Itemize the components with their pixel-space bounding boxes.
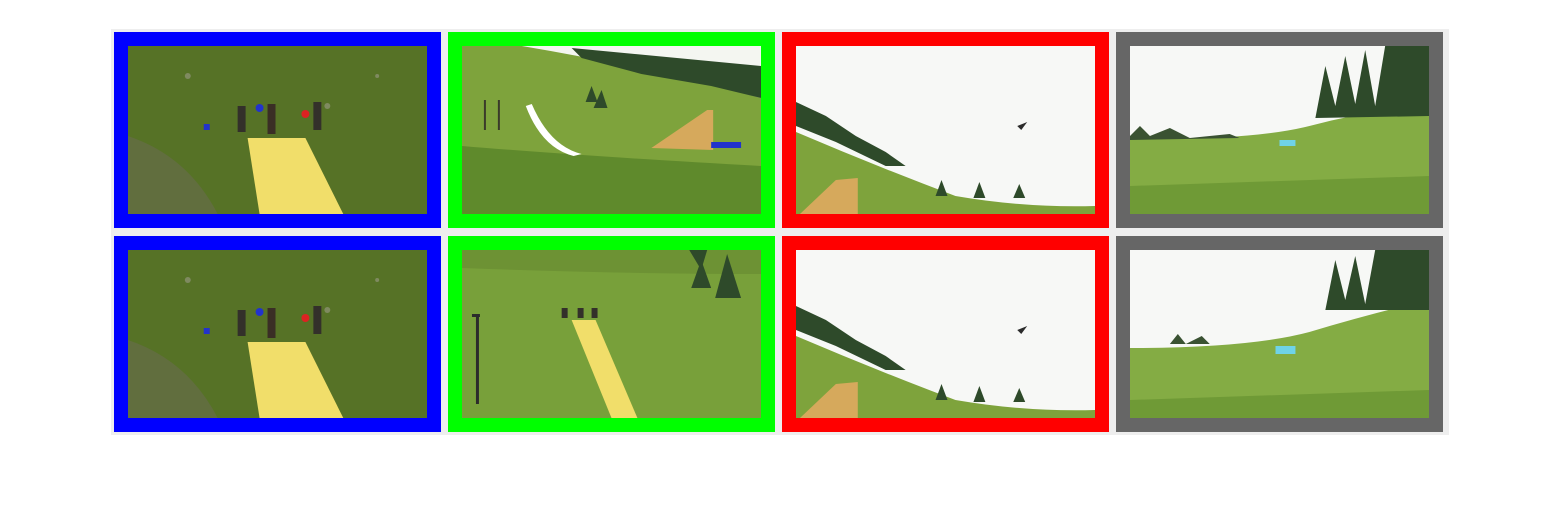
frame-r2c3 (782, 236, 1109, 432)
frame-grid (111, 29, 1449, 435)
frame-r1c1 (114, 32, 441, 228)
slide-closeup-pole-image (462, 250, 761, 418)
meadow-landing-pool-image (1130, 46, 1429, 214)
frame-r2c2 (448, 236, 775, 432)
slide-top-people-image (128, 46, 427, 214)
slide-top-people-image (128, 250, 427, 418)
meadow-landing-pool-image (1130, 250, 1429, 418)
frame-r2c1 (114, 236, 441, 432)
frame-r1c3 (782, 32, 1109, 228)
frame-r1c2 (448, 32, 775, 228)
jumper-in-sky-image (796, 250, 1095, 418)
frame-r1c4 (1116, 32, 1443, 228)
frame-r2c4 (1116, 236, 1443, 432)
slide-and-ramp-hillside-image (462, 46, 761, 214)
jumper-in-sky-image (796, 46, 1095, 214)
